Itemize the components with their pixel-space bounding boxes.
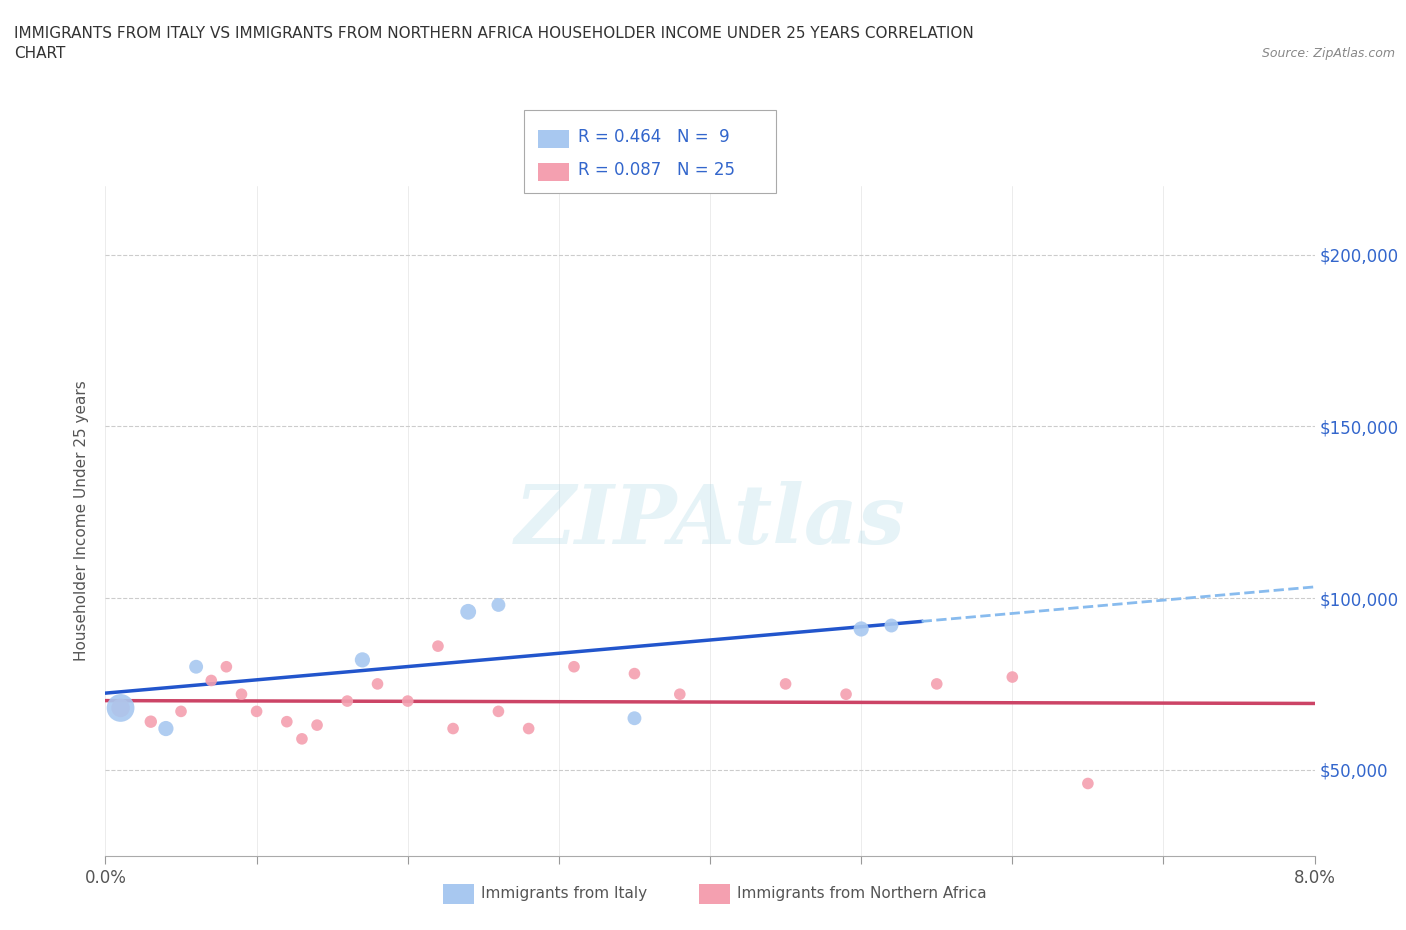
Point bbox=[291, 731, 314, 746]
Point bbox=[488, 704, 510, 719]
Text: ZIPAtlas: ZIPAtlas bbox=[515, 481, 905, 561]
Point bbox=[517, 721, 540, 736]
Text: IMMIGRANTS FROM ITALY VS IMMIGRANTS FROM NORTHERN AFRICA HOUSEHOLDER INCOME UNDE: IMMIGRANTS FROM ITALY VS IMMIGRANTS FROM… bbox=[14, 26, 974, 41]
Text: R = 0.464   N =  9: R = 0.464 N = 9 bbox=[578, 127, 730, 146]
Point bbox=[307, 718, 329, 733]
Point bbox=[851, 621, 873, 636]
Text: CHART: CHART bbox=[14, 46, 66, 61]
Point bbox=[457, 604, 479, 619]
Text: Immigrants from Northern Africa: Immigrants from Northern Africa bbox=[737, 886, 987, 901]
Point bbox=[367, 676, 389, 691]
Point bbox=[441, 721, 464, 736]
Point bbox=[623, 711, 645, 725]
Point bbox=[139, 714, 162, 729]
Point bbox=[246, 704, 269, 719]
Point bbox=[155, 721, 177, 736]
Text: Immigrants from Italy: Immigrants from Italy bbox=[481, 886, 647, 901]
Text: Source: ZipAtlas.com: Source: ZipAtlas.com bbox=[1261, 46, 1395, 60]
Point bbox=[186, 659, 208, 674]
Y-axis label: Householder Income Under 25 years: Householder Income Under 25 years bbox=[75, 380, 90, 661]
Point bbox=[215, 659, 238, 674]
Point bbox=[352, 653, 374, 668]
Point bbox=[488, 597, 510, 612]
Point bbox=[880, 618, 903, 633]
Point bbox=[1077, 776, 1099, 790]
Point bbox=[623, 666, 645, 681]
Point bbox=[110, 700, 132, 715]
Point bbox=[276, 714, 298, 729]
Text: R = 0.087   N = 25: R = 0.087 N = 25 bbox=[578, 161, 735, 179]
Point bbox=[925, 676, 948, 691]
Point bbox=[1001, 670, 1024, 684]
Point bbox=[336, 694, 359, 709]
Point bbox=[775, 676, 797, 691]
Point bbox=[110, 700, 132, 715]
Point bbox=[231, 686, 253, 701]
Point bbox=[427, 639, 450, 654]
Point bbox=[396, 694, 419, 709]
Point bbox=[562, 659, 585, 674]
Point bbox=[835, 686, 858, 701]
Point bbox=[200, 673, 222, 688]
Point bbox=[170, 704, 193, 719]
Point bbox=[669, 686, 692, 701]
